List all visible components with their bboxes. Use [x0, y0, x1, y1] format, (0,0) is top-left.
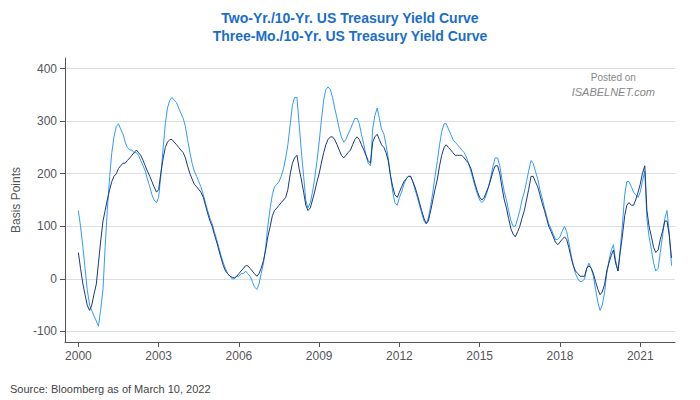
svg-text:-100: -100 [33, 324, 57, 338]
svg-text:100: 100 [37, 219, 57, 233]
svg-text:Basis Points: Basis Points [9, 167, 23, 233]
svg-text:300: 300 [37, 114, 57, 128]
svg-text:ISABELNET.com: ISABELNET.com [572, 86, 655, 98]
svg-text:0: 0 [50, 272, 57, 286]
svg-text:Three-Mo./10-Yr. US Treasury Y: Three-Mo./10-Yr. US Treasury Yield Curve [213, 28, 488, 44]
svg-text:200: 200 [37, 167, 57, 181]
svg-text:2000: 2000 [65, 349, 92, 363]
svg-text:2021: 2021 [627, 349, 654, 363]
svg-text:2009: 2009 [306, 349, 333, 363]
svg-text:2018: 2018 [547, 349, 574, 363]
svg-text:Two-Yr./10-Yr. US Treasury Yie: Two-Yr./10-Yr. US Treasury Yield Curve [221, 10, 479, 26]
svg-text:2006: 2006 [226, 349, 253, 363]
svg-text:Source: Bloomberg as of March: Source: Bloomberg as of March 10, 2022 [10, 383, 211, 395]
svg-text:Posted on: Posted on [591, 72, 636, 83]
svg-text:400: 400 [37, 62, 57, 76]
svg-text:2012: 2012 [386, 349, 413, 363]
svg-text:2015: 2015 [466, 349, 493, 363]
svg-text:2003: 2003 [145, 349, 172, 363]
